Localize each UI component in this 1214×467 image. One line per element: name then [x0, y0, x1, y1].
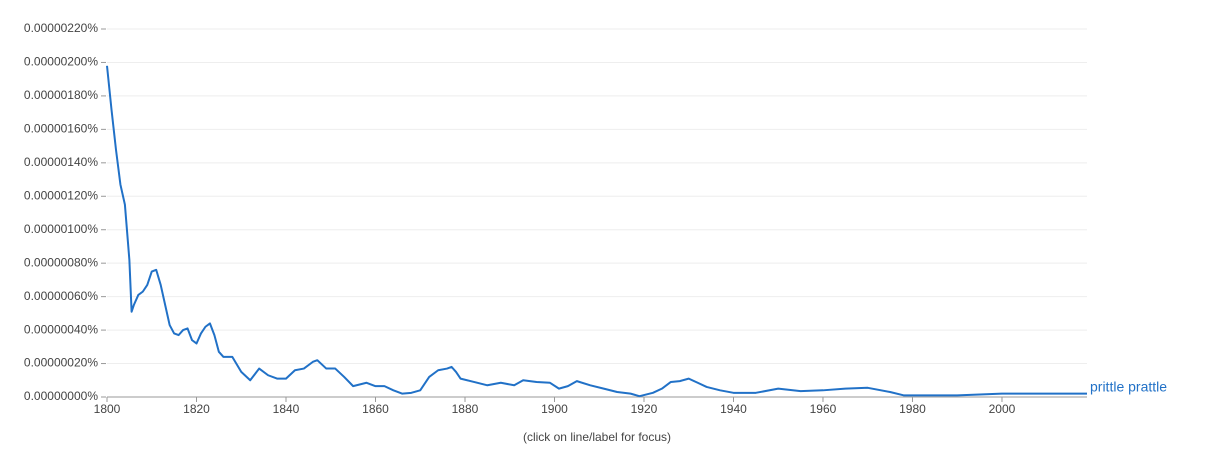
y-tick-label: 0.00000000%	[24, 389, 98, 403]
y-tick-label: 0.00000040%	[24, 322, 98, 336]
x-tick-label: 1900	[541, 402, 568, 416]
y-tick-label: 0.00000100%	[24, 222, 98, 236]
y-tick-label: 0.00000200%	[24, 55, 98, 69]
y-tick-label: 0.00000220%	[24, 21, 98, 35]
x-tick-label: 1960	[810, 402, 837, 416]
y-tick-label: 0.00000020%	[24, 356, 98, 370]
x-tick-label: 2000	[989, 402, 1016, 416]
x-tick-label: 1940	[720, 402, 747, 416]
x-tick-label: 1920	[631, 402, 658, 416]
x-tick-label: 1820	[183, 402, 210, 416]
y-tick-label: 0.00000140%	[24, 155, 98, 169]
y-tick-label: 0.00000160%	[24, 122, 98, 136]
series-line[interactable]	[106, 65, 1087, 398]
x-tick-label: 1980	[899, 402, 926, 416]
x-tick-label: 1880	[452, 402, 479, 416]
y-tick-label: 0.00000120%	[24, 188, 98, 202]
y-tick-label: 0.00000080%	[24, 255, 98, 269]
focus-note: (click on line/label for focus)	[523, 430, 671, 444]
y-tick-label: 0.00000180%	[24, 88, 98, 102]
x-tick-label: 1860	[362, 402, 389, 416]
y-tick-label: 0.00000060%	[24, 289, 98, 303]
series-label[interactable]: prittle prattle	[1090, 378, 1167, 394]
x-tick-label: 1840	[273, 402, 300, 416]
x-tick-label: 1800	[94, 402, 121, 416]
